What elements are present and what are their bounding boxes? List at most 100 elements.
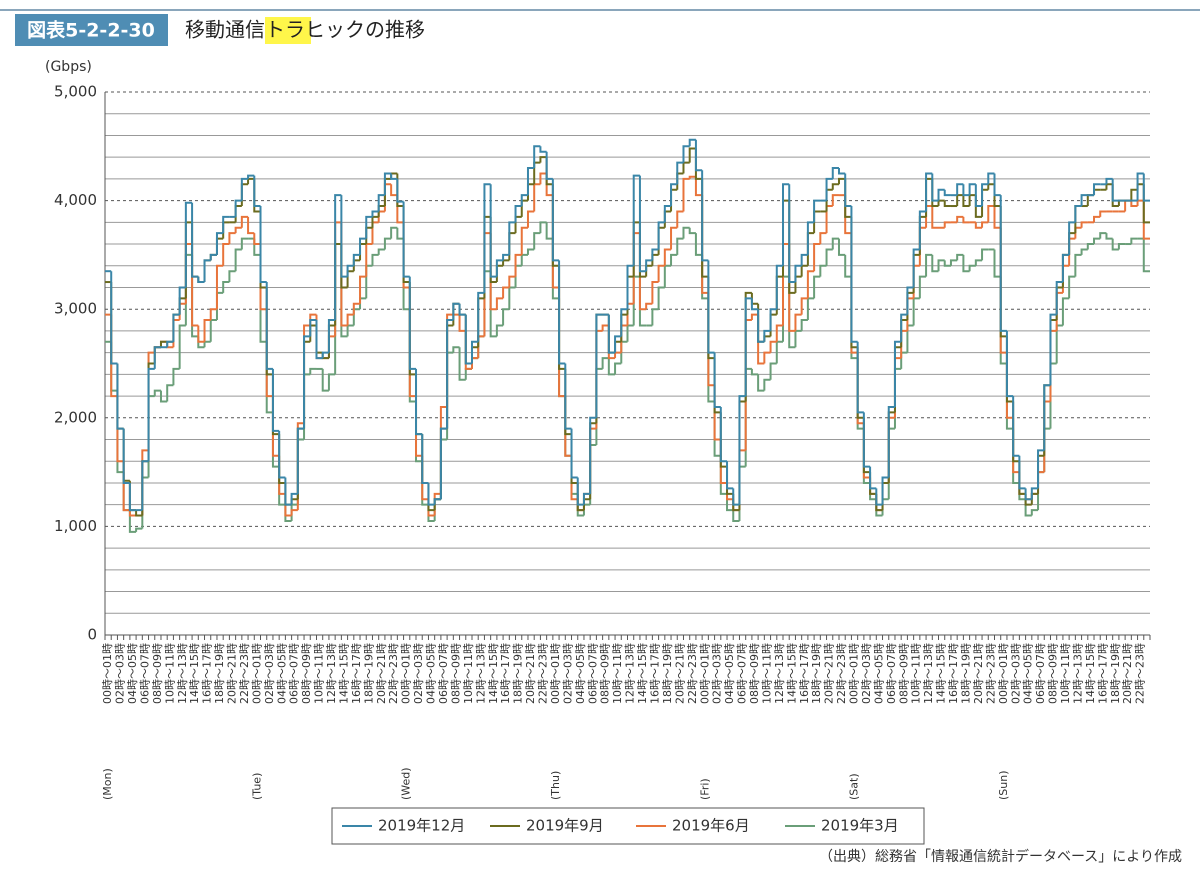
step [881,476,889,505]
step [240,177,249,201]
step [682,177,690,212]
x-tick-label: 18時～19時 [661,643,674,704]
x-tick-label: 06時～07時 [138,643,151,704]
x-tick-label: 06時～07時 [586,643,599,704]
x-tick-label: 06時～07時 [1034,643,1047,704]
step [726,461,734,490]
x-tick-label: 16時～17時 [499,643,512,704]
step [545,222,553,240]
step [657,286,665,310]
step [962,216,970,224]
x-tick-label: 08時～09時 [748,643,761,704]
x-tick-label: 06時～07時 [437,643,450,704]
step [981,183,989,207]
step [135,527,143,532]
step [222,281,230,293]
step [670,226,678,250]
step [1142,173,1150,202]
legend-label: 2019年9月 [526,817,604,835]
step [968,264,976,272]
step [377,248,385,255]
step [763,378,771,391]
x-tick-label: 18時～19時 [810,643,823,704]
step [259,206,267,284]
step [813,243,821,272]
x-tick-label: 14時～15時 [935,643,948,704]
x-tick-label: 10時～11時 [462,643,475,704]
step [1111,178,1119,202]
y-axis-unit: (Gbps) [45,59,92,75]
step [526,167,535,196]
step [794,313,802,331]
step [215,264,224,310]
x-tick-label: 22時～23時 [537,643,550,704]
step [197,325,205,343]
step [309,319,317,337]
step [925,172,933,212]
step [670,253,678,266]
step [694,233,703,256]
step [906,286,914,315]
x-tick-label: 06時～07時 [736,643,749,704]
step [483,183,491,293]
step [974,184,983,208]
step [452,302,460,321]
step [775,264,784,310]
step [1142,238,1150,273]
legend-box [331,807,925,845]
step [520,253,528,266]
step [931,254,939,273]
step [614,362,622,375]
step [1111,238,1119,251]
x-tick-label: 16時～17時 [798,643,811,704]
step [732,510,740,522]
x-tick-label: 02時～03時 [114,643,127,704]
step [676,161,684,185]
x-tick-label: 18時～19時 [960,643,973,704]
step [694,139,703,172]
step [415,368,423,436]
step [321,368,329,392]
x-tick-label: 14時～15時 [1084,643,1097,704]
step [1093,215,1101,223]
step [750,313,759,321]
step [663,264,672,288]
step [974,222,983,229]
step [514,253,522,277]
step [284,477,292,506]
step [956,215,964,223]
step [981,248,989,261]
step [663,248,672,266]
step [427,482,435,506]
step [128,510,137,517]
step [974,259,983,266]
x-tick-label: 02時～03時 [412,643,425,704]
step [222,243,230,266]
step [228,270,236,283]
x-tick-label: 04時～05時 [1022,643,1035,704]
step [228,232,236,245]
step [757,309,765,343]
day-label: (Fri) [698,778,711,800]
step [303,335,311,429]
step [663,205,672,223]
legend-label: 2019年3月 [821,817,899,835]
day-label: (Sun) [997,770,1010,800]
step [962,184,970,197]
step [912,248,920,288]
x-tick-label: 06時～07時 [288,643,301,704]
legend-label: 2019年6月 [672,817,750,835]
step [458,314,466,332]
step [520,194,528,207]
step [956,183,964,196]
step [962,254,970,273]
step [893,340,902,407]
step [844,254,852,278]
step [209,253,217,261]
step [564,363,572,430]
x-tick-label: 12時～13時 [176,643,189,704]
x-tick-label: 06時～07時 [885,643,898,704]
x-tick-label: 16時～17時 [648,643,661,704]
step [750,368,759,376]
step [371,253,379,266]
